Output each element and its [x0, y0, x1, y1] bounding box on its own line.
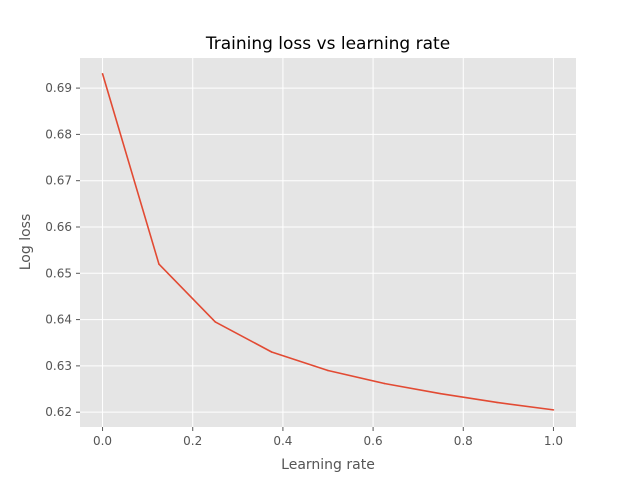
x-tick-label: 0.8: [454, 434, 473, 448]
x-tick-label: 0.2: [183, 434, 202, 448]
y-tick-label: 0.67: [45, 174, 72, 188]
loss-data-point: [439, 392, 442, 395]
plot-area: [80, 58, 576, 427]
x-axis-label: Learning rate: [281, 457, 375, 473]
y-tick-label: 0.63: [45, 359, 72, 373]
y-axis: 0.62 0.63 0.64 0.65 0.66 0.67 0.68 0.69: [45, 81, 80, 419]
loss-data-point: [552, 409, 555, 411]
x-tick-label: 0.4: [273, 434, 292, 448]
series-layer: [101, 72, 555, 411]
loss-data-point: [214, 321, 217, 323]
loss-data-point: [383, 382, 386, 385]
y-tick-label: 0.64: [45, 313, 72, 327]
y-axis-label: Log loss: [18, 214, 34, 271]
y-tick-label: 0.69: [45, 81, 72, 95]
x-tick-label: 0.6: [364, 434, 383, 448]
x-tick-label: 0.0: [93, 434, 112, 448]
loss-data-point: [496, 401, 498, 404]
y-tick-label: 0.66: [45, 220, 72, 234]
loss-data-point: [327, 369, 329, 372]
y-tick-label: 0.62: [45, 405, 72, 419]
loss-data-point: [101, 72, 104, 75]
loss-data-point: [158, 263, 160, 265]
y-tick-label: 0.68: [45, 127, 72, 141]
y-gridlines: [80, 87, 576, 413]
chart-title: Training loss vs learning rate: [205, 34, 450, 54]
x-tick-label: 1.0: [544, 434, 563, 448]
x-axis: 0.0 0.2 0.4 0.6 0.8 1.0: [93, 427, 563, 448]
loss-data-point: [270, 351, 273, 353]
y-tick-label: 0.65: [45, 266, 72, 280]
